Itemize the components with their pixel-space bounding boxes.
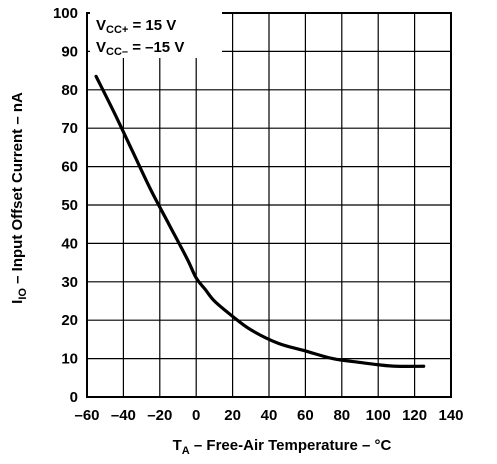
y-tick-label: 20 <box>61 312 78 329</box>
y-tick-label: 50 <box>61 197 78 214</box>
x-tick-label: 100 <box>366 407 391 424</box>
x-tick-label: –40 <box>111 407 136 424</box>
series-line <box>94 74 426 368</box>
x-tick-label: 40 <box>261 407 278 424</box>
plot-frame <box>86 12 452 398</box>
x-tick-labels: –60 –40 –20 0 20 40 60 80 100 120 140 <box>74 407 463 424</box>
y-tick-label: 0 <box>70 389 78 406</box>
annotation-box <box>90 8 222 58</box>
annotation-vcc-plus: VCC+ = 15 V <box>96 17 176 36</box>
x-tick-label: 140 <box>438 407 463 424</box>
x-tick-label: 120 <box>402 407 427 424</box>
y-tick-label: 70 <box>61 120 78 137</box>
x-tick-label: 80 <box>333 407 350 424</box>
y-tick-label: 90 <box>61 43 78 60</box>
x-tick-label: 0 <box>192 407 200 424</box>
y-tick-label: 30 <box>61 274 78 291</box>
y-axis-title: IIO – Input Offset Current – nA <box>9 92 29 304</box>
y-tick-label: 60 <box>61 159 78 176</box>
x-tick-label: –60 <box>74 407 99 424</box>
x-tick-label: 20 <box>224 407 241 424</box>
x-tick-label: 60 <box>297 407 314 424</box>
x-axis-title: TA – Free-Air Temperature – °C <box>173 437 392 457</box>
y-tick-label: 10 <box>61 351 78 368</box>
x-tick-label: –20 <box>147 407 172 424</box>
y-tick-label: 100 <box>53 5 78 22</box>
annotation-vcc-minus: VCC– = –15 V <box>96 39 184 58</box>
y-tick-label: 80 <box>61 82 78 99</box>
y-tick-labels: 0 10 20 30 40 50 60 70 80 90 100 <box>53 5 78 406</box>
y-tick-label: 40 <box>61 235 78 252</box>
